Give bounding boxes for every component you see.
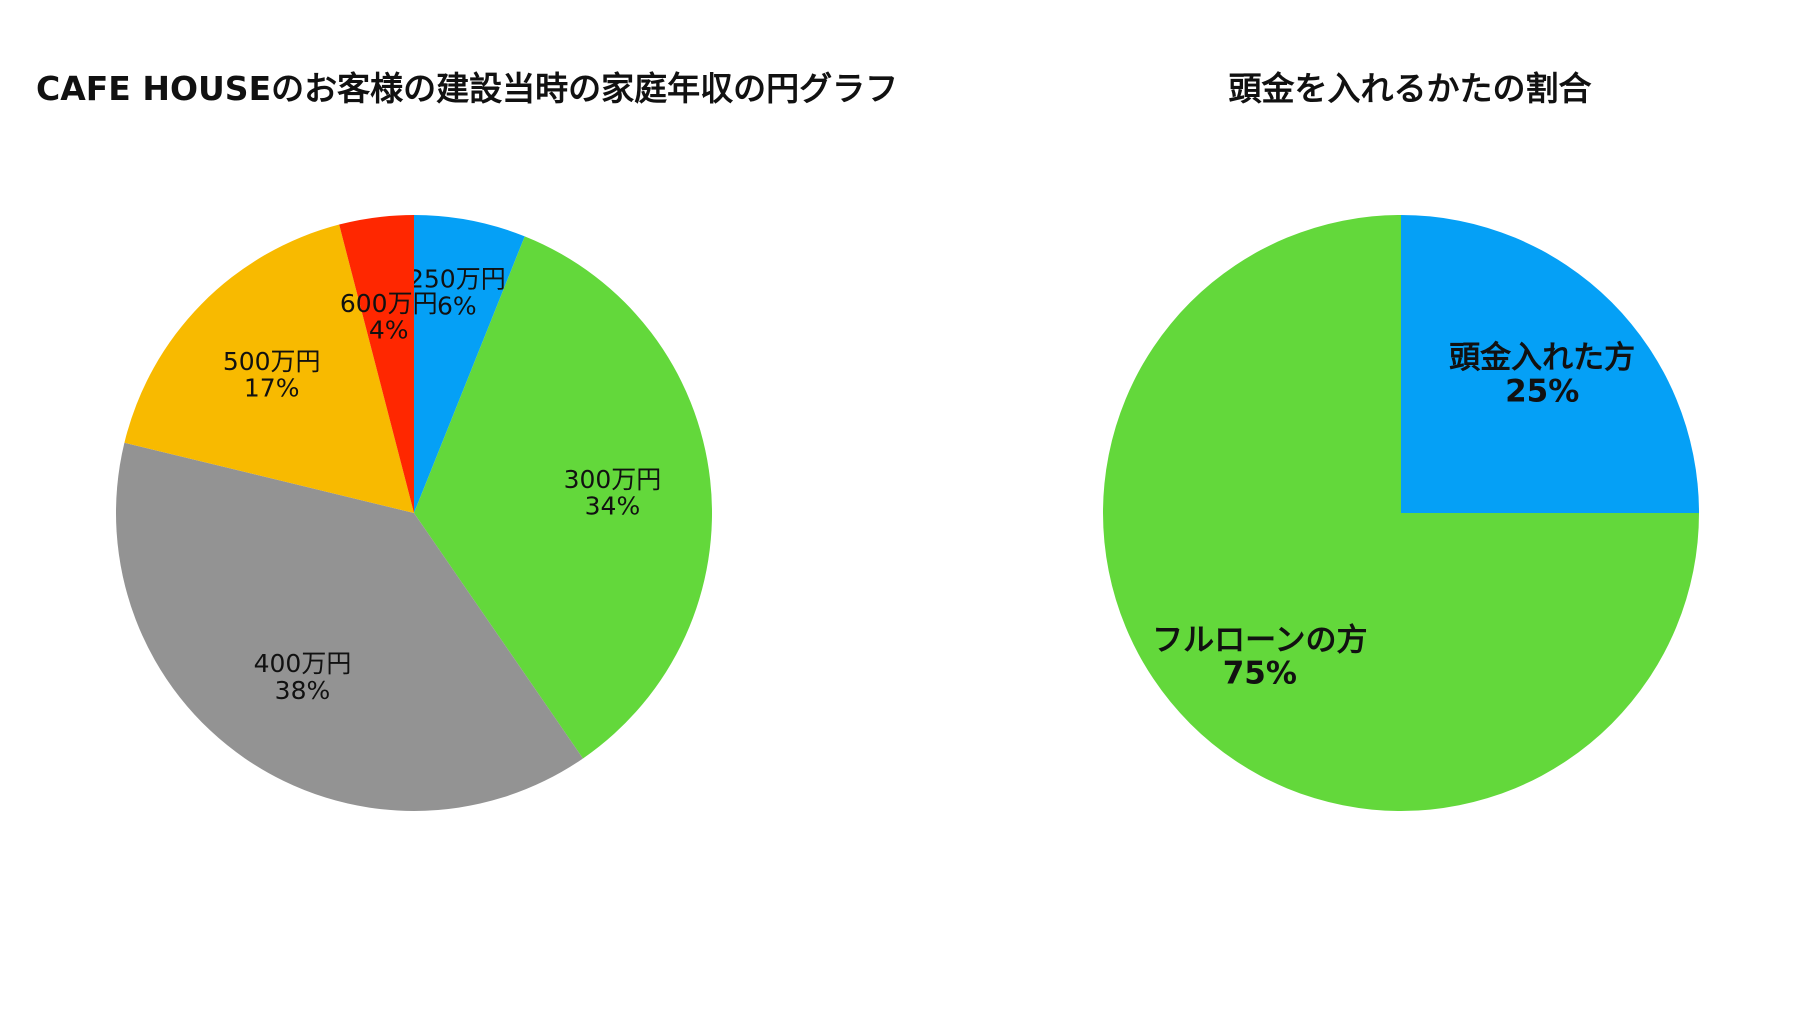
pie-slice — [124, 224, 415, 514]
slice-data-label: 600万円 4% — [340, 289, 438, 345]
slice-category-label: 300万円 — [564, 465, 662, 494]
pie-slice — [414, 236, 712, 759]
slice-category-label: 頭金入れた方 — [1449, 340, 1635, 376]
slice-percent-label: 17% — [244, 374, 300, 403]
chart-title: CAFE HOUSEのお客様の建設当時の家庭年収の円グラフ — [36, 69, 899, 108]
slice-category-label: 250万円 — [408, 265, 506, 294]
down-payment-pie-chart-panel: 頭金を入れるかたの割合 頭金入れた方 25% フルローンの方 75% — [1000, 0, 1820, 1024]
pie-slice — [339, 215, 414, 513]
slice-percent-label: 25% — [1505, 373, 1579, 409]
income-pie-chart-panel: CAFE HOUSEのお客様の建設当時の家庭年収の円グラフ 250万円 6% 300… — [0, 0, 900, 1024]
slice-percent-label: 6% — [437, 291, 477, 320]
slice-category-label: 600万円 — [340, 289, 438, 318]
slice-percent-label: 34% — [585, 492, 641, 521]
slice-category-label: フルローンの方 — [1152, 622, 1367, 658]
slice-data-label: 500万円 17% — [223, 347, 321, 403]
pie-slice — [115, 442, 583, 811]
slice-data-label: 300万円 34% — [564, 465, 662, 521]
slice-percent-label: 75% — [1223, 656, 1297, 692]
slice-category-label: 500万円 — [223, 347, 321, 376]
slice-data-label: 250万円 6% — [408, 265, 506, 321]
slice-percent-label: 38% — [275, 676, 331, 705]
pie-slice — [1401, 215, 1699, 513]
pie-slice — [1103, 215, 1699, 811]
slice-data-label: 400万円 38% — [254, 649, 352, 705]
pie-slice — [414, 215, 525, 513]
income-pie-chart: 250万円 6% 300万円 34% 400万円 38% 500万円 17% 600万円 4% — [115, 215, 712, 811]
slice-data-label: 頭金入れた方 25% — [1449, 340, 1635, 409]
slice-percent-label: 4% — [369, 316, 409, 345]
slice-category-label: 400万円 — [254, 649, 352, 678]
down-payment-pie-chart: 頭金入れた方 25% フルローンの方 75% — [1103, 215, 1699, 811]
slice-data-label: フルローンの方 75% — [1152, 622, 1367, 691]
chart-title: 頭金を入れるかたの割合 — [1228, 69, 1592, 108]
